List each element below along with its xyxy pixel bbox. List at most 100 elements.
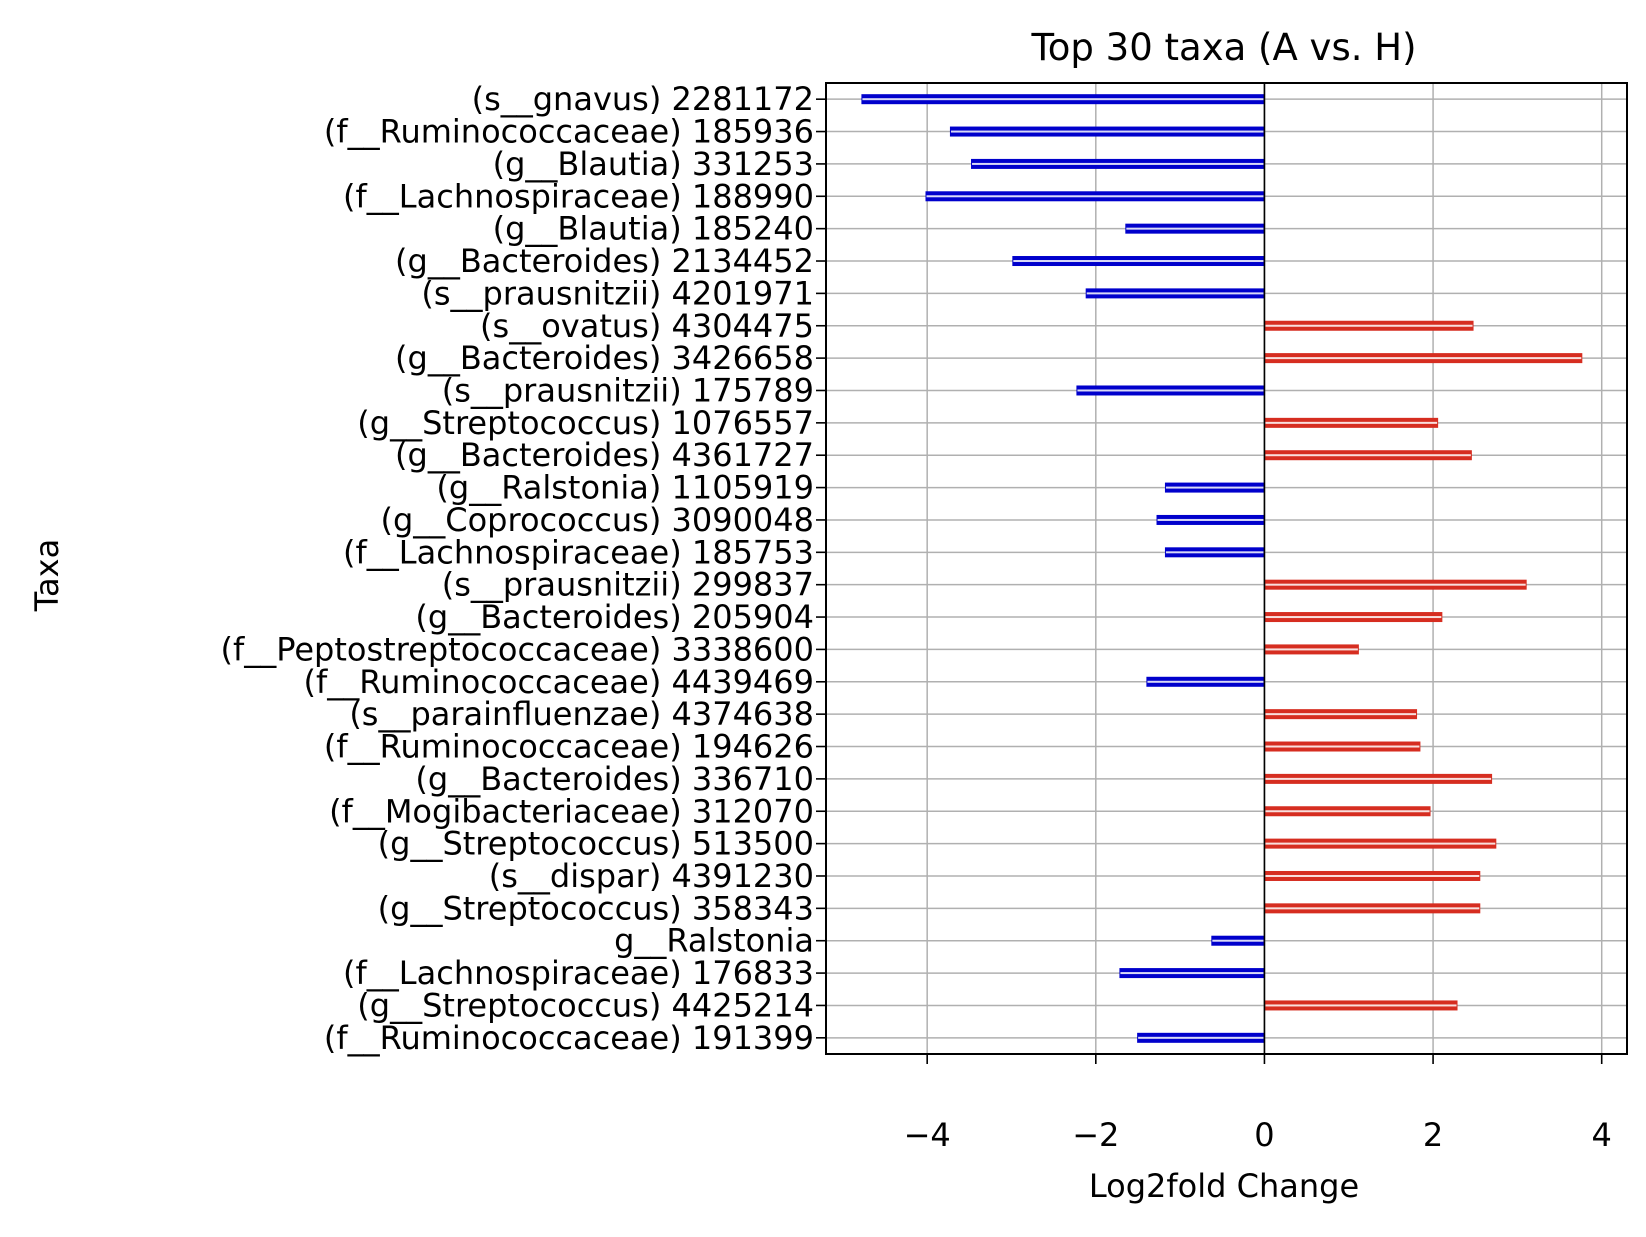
taxon-name: (g__Streptococcus): [357, 986, 661, 1024]
taxon-name: (g__Ralstonia): [436, 469, 661, 507]
taxon-name: (g__Streptococcus): [357, 404, 661, 442]
taxon-name: (g__Bacteroides): [395, 242, 661, 280]
bar: [1264, 709, 1418, 720]
bar: [971, 158, 1265, 169]
taxon-id: 513500: [692, 825, 814, 863]
y-tick-label: (g__Streptococcus) 358343: [378, 889, 814, 927]
taxon-id: 176833: [692, 954, 814, 992]
y-tick-label: (s__ovatus) 4304475: [480, 307, 814, 345]
bar: [1264, 320, 1474, 331]
bar-highlight: [1120, 972, 1264, 975]
y-tick-label: (g__Bacteroides) 3426658: [395, 339, 814, 377]
bar-highlight: [1147, 680, 1264, 683]
bar-highlight: [1265, 454, 1471, 457]
bar-highlight: [1265, 648, 1358, 651]
bar: [1264, 773, 1493, 784]
x-tick-label: −2: [1072, 1116, 1119, 1154]
taxon-id: 185936: [692, 113, 814, 151]
bar-highlight: [926, 195, 1264, 198]
y-tick-label: (f__Lachnospiraceae) 188990: [343, 177, 814, 215]
taxon-id: 205904: [692, 598, 814, 636]
bar: [1076, 385, 1265, 396]
y-tick-label: (g__Streptococcus) 513500: [378, 825, 814, 863]
y-tick-label: (f__Ruminococcaceae) 191399: [324, 1019, 814, 1057]
taxon-id: 191399: [692, 1019, 814, 1057]
y-ticks: (s__gnavus) 2281172(f__Ruminococcaceae) …: [220, 80, 826, 1057]
taxon-name: (s__ovatus): [480, 307, 661, 345]
bar: [1264, 612, 1443, 623]
bar: [1264, 1000, 1458, 1011]
taxon-name: (g__Blautia): [493, 145, 682, 183]
taxon-id: 4304475: [671, 307, 814, 345]
x-tick-label: 0: [1254, 1116, 1274, 1154]
bar: [1211, 935, 1265, 946]
y-tick-label: (s__gnavus) 2281172: [472, 80, 814, 118]
y-tick-label: (f__Lachnospiraceae) 176833: [343, 954, 814, 992]
bar-highlight: [1086, 292, 1264, 295]
taxon-name: (s__prausnitzii): [442, 371, 682, 409]
taxon-name: (f__Ruminococcaceae): [324, 1019, 682, 1057]
taxon-id: 336710: [692, 760, 814, 798]
taxon-id: 4391230: [671, 857, 814, 895]
bar-highlight: [950, 130, 1264, 133]
plot-frame: [825, 82, 1628, 1055]
y-tick-label: (g__Bacteroides) 336710: [415, 760, 814, 798]
bar: [1264, 450, 1472, 461]
bar-highlight: [1265, 713, 1417, 716]
bar-highlight: [1165, 486, 1264, 489]
bar-highlight: [1265, 777, 1492, 780]
x-ticks: −4 −2 0 2 4: [904, 1054, 1612, 1154]
taxon-name: (s__prausnitzii): [421, 274, 661, 312]
x-tick-label: −4: [904, 1116, 951, 1154]
bar: [1125, 223, 1265, 234]
y-tick-label: (g__Bacteroides) 2134452: [395, 242, 814, 280]
taxon-id: 331253: [692, 145, 814, 183]
y-tick-label: (f__Ruminococcaceae) 185936: [324, 113, 814, 151]
bar: [1264, 870, 1481, 881]
taxon-id: 185753: [692, 533, 814, 571]
bar: [1264, 806, 1431, 817]
taxon-name: (s__prausnitzii): [442, 566, 682, 604]
taxon-name: (f__Peptostreptococcaceae): [220, 630, 661, 668]
bar: [1164, 482, 1265, 493]
bar: [1164, 547, 1265, 558]
taxon-name: (f__Lachnospiraceae): [343, 177, 682, 215]
taxon-id: 1105919: [671, 469, 814, 507]
bar: [1264, 644, 1359, 655]
bar-highlight: [862, 98, 1264, 101]
taxon-name: (s__dispar): [489, 857, 662, 895]
bar: [1146, 676, 1265, 687]
taxon-id: 1076557: [671, 404, 814, 442]
bar-highlight: [1212, 939, 1264, 942]
bar-highlight: [1265, 874, 1480, 877]
taxon-name: (g__Blautia): [493, 210, 682, 248]
bar: [1085, 288, 1265, 299]
bar-highlight: [1265, 616, 1442, 619]
taxon-name: (s__parainfluenzae): [349, 695, 661, 733]
taxon-name: (f__Ruminococcaceae): [324, 728, 682, 766]
bar-highlight: [1265, 907, 1480, 910]
bar: [1156, 514, 1265, 525]
bar-highlight: [1265, 810, 1430, 813]
x-axis-label: Log2fold Change: [1089, 1167, 1359, 1205]
taxon-id: 4201971: [671, 274, 814, 312]
taxon-name: (f__Ruminococcaceae): [304, 663, 662, 701]
taxon-name: (f__Lachnospiraceae): [343, 533, 682, 571]
bar-highlight: [1265, 745, 1420, 748]
bar-highlight: [1138, 1036, 1264, 1039]
y-tick-label: (g__Coprococcus) 3090048: [380, 501, 814, 539]
taxon-id: 4374638: [671, 695, 814, 733]
y-tick-label: (s__prausnitzii) 175789: [442, 371, 814, 409]
y-tick-label: (f__Ruminococcaceae) 4439469: [304, 663, 814, 701]
bar: [1264, 579, 1527, 590]
y-tick-label: (s__dispar) 4391230: [489, 857, 814, 895]
taxon-id: 4439469: [671, 663, 814, 701]
taxon-name: (g__Bacteroides): [395, 436, 661, 474]
y-tick-label: (f__Lachnospiraceae) 185753: [343, 533, 814, 571]
bar: [1264, 903, 1481, 914]
bar-layer: [861, 94, 1583, 1043]
taxon-id: 194626: [692, 728, 814, 766]
y-tick-label: (g__Ralstonia) 1105919: [436, 469, 814, 507]
taxon-name: (f__Ruminococcaceae): [324, 113, 682, 151]
